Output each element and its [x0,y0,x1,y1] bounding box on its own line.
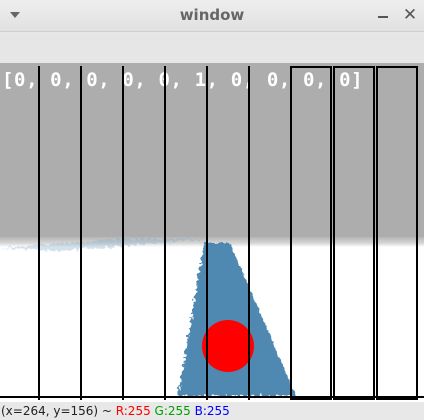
cursor-coordinates: (x=264, y=156) ~ [1,404,116,418]
minimize-icon [378,16,388,18]
red-value: R:255 [115,404,151,418]
window-menu-arrow-icon[interactable] [10,12,20,18]
grid-line [164,66,166,400]
title-bar[interactable]: window ✕ [0,0,424,32]
close-icon: ✕ [402,5,418,25]
grid-line [38,66,40,400]
blue-value: B:255 [194,404,230,418]
toolbar-area [0,33,424,63]
grid-box [376,66,418,400]
array-overlay-text: [0, 0, 0, 0, 0, 1, 0, 0, 0, 0] [2,69,364,91]
sky-region [0,63,424,241]
grid-bottom-line [0,396,424,398]
horizon-band [0,237,424,247]
window-title: window [179,6,245,24]
minimize-button[interactable] [376,6,390,26]
image-canvas[interactable]: [0, 0, 0, 0, 0, 1, 0, 0, 0, 0] [0,63,424,402]
status-bar: (x=264, y=156) ~ R:255 G:255 B:255 [0,402,424,420]
red-marker-circle [202,320,254,372]
grid-box [333,66,375,400]
road-speckle [0,239,210,251]
grid-line [206,66,208,400]
grid-box [290,66,332,400]
grid-line [248,66,250,400]
green-value: G:255 [154,404,191,418]
grid-line [122,66,124,400]
grid-line [80,66,82,400]
road-path [178,243,296,396]
close-button[interactable]: ✕ [402,4,418,26]
